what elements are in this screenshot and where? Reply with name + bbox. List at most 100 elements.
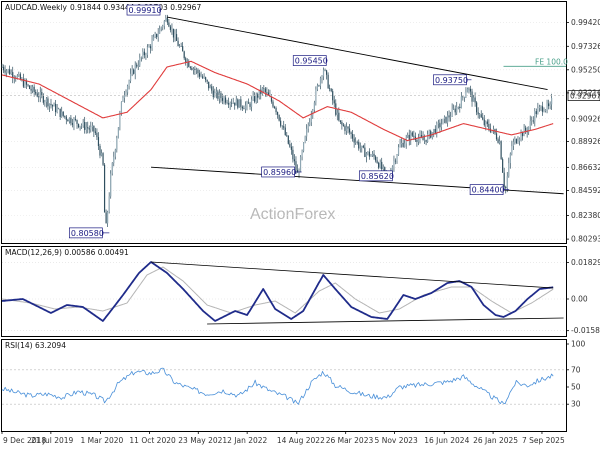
candle-body: [325, 70, 328, 75]
candle-body: [185, 58, 187, 63]
candle-body: [263, 88, 265, 89]
candle-body: [22, 78, 25, 87]
candle-body: [175, 34, 178, 41]
candle-body: [142, 51, 144, 58]
candle-body: [90, 126, 92, 130]
candle-body: [168, 22, 170, 27]
candle-body: [410, 132, 412, 141]
candle-body: [61, 111, 63, 117]
candle-body: [528, 126, 530, 133]
candle-body: [425, 139, 427, 142]
x-tick-label: 7 Sep 2025: [522, 436, 565, 445]
candle-body: [244, 105, 247, 110]
candle-body: [252, 96, 254, 100]
candle-body: [241, 106, 243, 109]
candle-body: [289, 143, 291, 147]
candle-body: [276, 112, 279, 115]
candle-body: [249, 103, 251, 107]
candle-body: [399, 144, 401, 148]
candle-body: [180, 46, 182, 47]
candle-body: [200, 76, 202, 78]
candle-body: [505, 186, 507, 189]
candle-body: [5, 70, 8, 73]
candle-body: [58, 108, 60, 110]
candle-body: [358, 142, 360, 149]
candle-body: [428, 130, 430, 135]
candle-body: [211, 86, 213, 91]
trendline: [166, 16, 548, 91]
candle-body: [203, 77, 205, 78]
candle-body: [79, 125, 81, 128]
candle-body: [201, 76, 204, 78]
candle-body: [453, 108, 455, 110]
candle-body: [157, 33, 159, 38]
price-annotations: 0.99910 0.95450 0.93750 0.85960 0.85620 0.844…: [68, 4, 510, 239]
x-tick-label: 16 Jun 2024: [424, 436, 469, 445]
candle-body: [391, 166, 394, 173]
candle-body: [145, 54, 147, 56]
candle-body: [117, 127, 119, 139]
candle-body: [4, 70, 6, 73]
candle-body: [10, 72, 12, 75]
candle-body: [105, 212, 107, 224]
candle-body: [379, 161, 381, 168]
candle-body: [336, 112, 338, 115]
rsi-grid: [2, 369, 566, 405]
candle-body: [273, 106, 276, 108]
candle-body: [445, 116, 447, 123]
candle-body: [332, 91, 334, 101]
candle-body: [338, 112, 340, 121]
candle-body: [82, 121, 84, 126]
candle-body: [454, 108, 456, 113]
candle-body: [301, 151, 303, 157]
candle-body: [102, 153, 104, 165]
candle-body: [531, 120, 533, 122]
candle-body: [521, 132, 524, 137]
candle-body: [430, 130, 432, 138]
candle-body: [169, 26, 172, 30]
candle-body: [139, 57, 141, 66]
candle-body: [296, 169, 299, 173]
candle-body: [226, 102, 228, 104]
candle-body: [260, 89, 262, 94]
candle-body: [42, 95, 44, 103]
price-y-tick-label: 0.84592: [571, 186, 600, 195]
price-y-tick-label: 0.95250: [571, 65, 600, 74]
candle-body: [315, 89, 317, 103]
candle-body: [341, 122, 343, 125]
candle-body: [359, 147, 361, 149]
candle-body: [113, 156, 115, 164]
x-tick-label: 21 Jul 2019: [31, 436, 74, 445]
candle-body: [329, 88, 331, 89]
price-panel-title: AUDCAD.Weekly: [5, 3, 68, 12]
candle-body: [417, 138, 420, 142]
rsi-y-tick-label: 100: [571, 340, 586, 349]
candle-body: [64, 115, 66, 117]
macd-trendline: [150, 261, 554, 289]
candle-body: [312, 110, 314, 116]
candle-body: [44, 102, 46, 103]
fe-level-label: FE 100.0: [535, 57, 568, 66]
candle-body: [474, 97, 476, 103]
x-tick-label: 11 Oct 2020: [129, 436, 176, 445]
candle-body: [25, 80, 28, 85]
candle-body: [264, 88, 266, 93]
candle-body: [402, 142, 404, 147]
candle-body: [534, 111, 536, 122]
macd-y-tick-label: 0.01829: [571, 258, 600, 267]
candle-body: [352, 133, 354, 139]
candle-body: [427, 134, 429, 142]
candle-body: [159, 28, 161, 34]
candle-body: [24, 80, 26, 87]
candle-body: [2, 67, 5, 71]
candle-body: [261, 88, 263, 94]
candle-body: [84, 121, 86, 130]
macd-panel-title: MACD(12,26,9) 0.00586 0.00491: [5, 248, 129, 257]
candle-body: [67, 119, 69, 122]
candle-body: [171, 28, 173, 30]
candle-body: [287, 135, 289, 144]
candle-body: [456, 106, 458, 113]
candle-body: [163, 21, 165, 27]
candle-body: [460, 96, 462, 109]
candle-body: [77, 123, 80, 128]
